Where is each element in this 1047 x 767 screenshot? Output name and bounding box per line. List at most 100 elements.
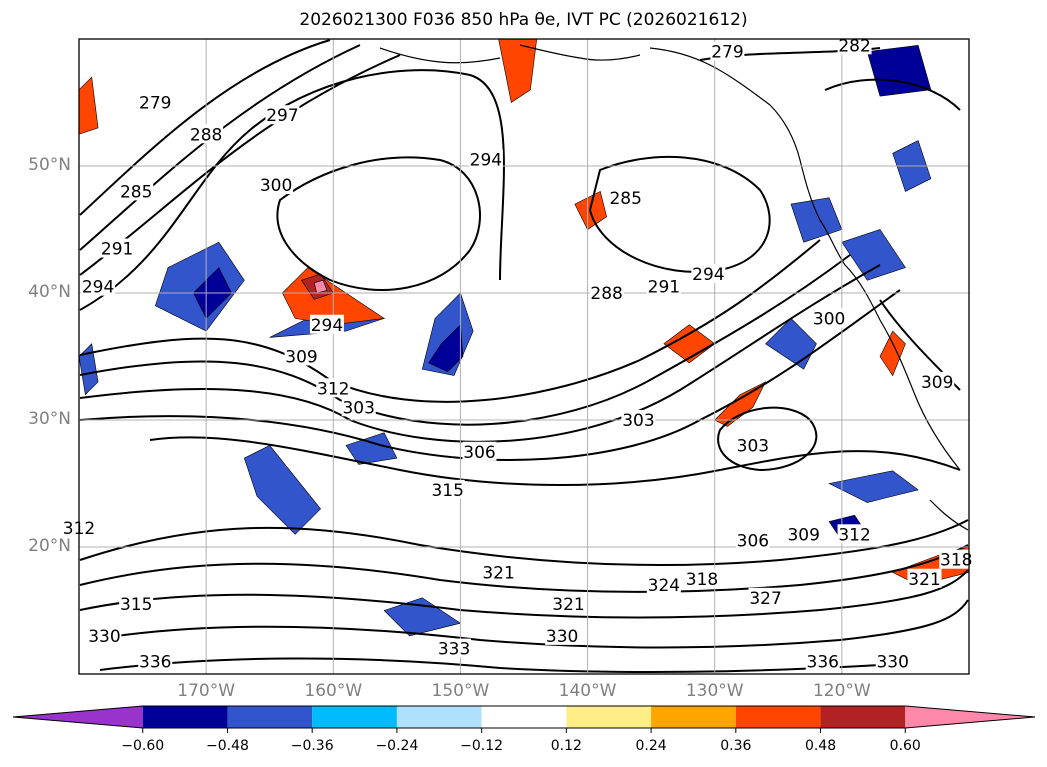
ivt-shaded-area (345, 432, 398, 465)
ivt-shaded-area (790, 197, 843, 243)
contour-label: 279 (711, 43, 743, 63)
colorbar-segment (312, 706, 397, 728)
ivt-shaded-area (498, 38, 538, 103)
colorbar-tick-label: −0.36 (290, 738, 334, 754)
contour-label: 312 (838, 525, 870, 545)
colorbar-tick-label: 0.48 (804, 738, 837, 754)
contour-label: 294 (311, 316, 343, 336)
lon-tick-label: 150°W (431, 681, 490, 701)
contour-line (276, 156, 481, 291)
contour-label: 297 (266, 106, 298, 126)
graticule-layer (79, 39, 969, 674)
contour-line (79, 289, 901, 461)
contour-line (79, 254, 851, 426)
contour-label: 315 (120, 595, 152, 615)
contour-label: 330 (876, 652, 908, 672)
contour-label: 321 (482, 563, 514, 583)
contour-label: 324 (648, 576, 680, 596)
ivt-shaded-area (78, 343, 99, 396)
contour-label: 333 (438, 640, 470, 660)
colorbar-tick-label: 0.12 (550, 738, 582, 754)
colorbar-tick-label: −0.12 (460, 738, 504, 754)
ivt-shaded-area (866, 45, 932, 97)
contour-label: 321 (552, 595, 584, 615)
ivt-shaded-area (765, 317, 817, 370)
contour-label: 294 (470, 151, 502, 171)
lon-tick-label: 120°W (812, 681, 871, 701)
contour-label: 330 (88, 627, 120, 647)
contour-line (89, 599, 969, 649)
contour-label: 315 (431, 481, 463, 501)
contour-label: 312 (317, 379, 349, 399)
colorbar-tick-label: −0.60 (121, 738, 165, 754)
ivt-shaded-area (313, 279, 328, 294)
colorbar-segment (905, 706, 1035, 728)
colorbar-segment (13, 706, 143, 728)
colorbar-segment (227, 706, 313, 728)
colorbar-segment (481, 706, 567, 728)
contour-label: 306 (737, 532, 769, 552)
lat-tick-label: 30°N (28, 409, 71, 429)
contour-line (717, 406, 818, 472)
contour-line (79, 44, 361, 251)
contour-label: 303 (342, 398, 374, 418)
colorbar-tick-label: 0.60 (889, 738, 921, 754)
contour-line (79, 569, 969, 619)
contour-line (79, 264, 881, 443)
coastline (379, 47, 501, 64)
contour-line (79, 519, 969, 566)
coastline (519, 44, 641, 61)
contour-label: 336 (139, 652, 171, 672)
colorbar-segment (651, 706, 736, 728)
contour-label: 300 (260, 176, 292, 196)
ivt-shaded-area (78, 76, 99, 135)
contour-line (588, 155, 771, 273)
lon-tick-label: 160°W (304, 681, 363, 701)
contour-label: 309 (787, 525, 819, 545)
ivt-shaded-area (841, 229, 906, 281)
contour-label: 291 (101, 240, 133, 260)
contour-label: 300 (813, 309, 845, 329)
ivt-shaded-area (879, 330, 906, 377)
contour-label: 285 (609, 189, 641, 209)
contour-label: 303 (622, 411, 654, 431)
contour-label: 330 (546, 627, 578, 647)
lat-tick-label: 50°N (28, 155, 71, 175)
contour-line (824, 78, 961, 111)
contour-label: 306 (463, 443, 495, 463)
colorbar-segment (735, 706, 821, 728)
contour-line (149, 436, 961, 486)
contour-label: 282 (838, 36, 870, 56)
ivt-shaded-area (828, 470, 919, 503)
coastline (649, 47, 961, 471)
contour-label: 321 (908, 570, 940, 590)
contour-label: 309 (921, 373, 953, 393)
lon-tick-label: 170°W (177, 681, 236, 701)
contour-line (79, 39, 331, 216)
lon-tick-label: 130°W (685, 681, 744, 701)
contour-label: 279 (139, 94, 171, 114)
lat-tick-label: 40°N (28, 282, 71, 302)
contour-label: 303 (737, 436, 769, 456)
colorbar-segment (142, 706, 228, 728)
ivt-shaded-area (428, 324, 464, 373)
map-frame (78, 38, 970, 675)
contour-label: 288 (590, 284, 622, 304)
contour-label: 336 (807, 652, 839, 672)
coastline-layer (379, 44, 969, 531)
theta-e-contours-layer (79, 39, 969, 673)
coastline (929, 499, 969, 531)
colorbar-tick-label: 0.24 (635, 738, 667, 754)
contour-label: 288 (190, 125, 222, 145)
contour-label: 294 (692, 265, 724, 285)
ivt-shaded-area (243, 445, 321, 535)
lon-tick-label: 140°W (558, 681, 617, 701)
contour-line (99, 657, 881, 673)
contour-label: 327 (749, 589, 781, 609)
colorbar-segment (396, 706, 482, 728)
contour-label: 318 (686, 570, 718, 590)
contour-label: 285 (120, 182, 152, 202)
contour-label: 291 (648, 278, 680, 298)
colorbar (12, 705, 1036, 733)
contour-line (79, 544, 969, 593)
